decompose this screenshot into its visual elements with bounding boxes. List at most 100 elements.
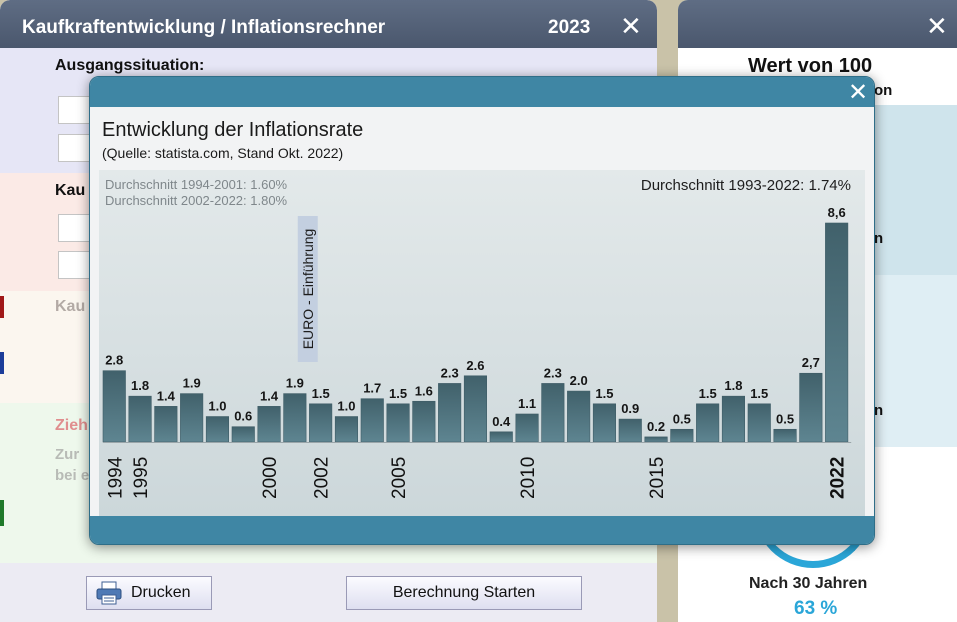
window-titlebar: Kaufkraftentwicklung / Inflationsrechner… xyxy=(0,0,657,48)
bar-2021 xyxy=(799,372,823,443)
bar-1997 xyxy=(180,393,204,443)
bar-2013 xyxy=(592,403,617,443)
bar-value-label-2002: 1.5 xyxy=(312,386,330,401)
close-icon[interactable]: ✕ xyxy=(926,11,948,41)
bar-value-label-2010: 1.1 xyxy=(518,396,536,411)
bar-2003 xyxy=(334,416,358,443)
ziel-heading: Zieh xyxy=(55,417,88,434)
value-subtitle-fragment: on xyxy=(874,82,893,99)
bar-2010 xyxy=(515,413,539,443)
value-row-fragment-1: n xyxy=(874,230,884,247)
bar-value-label-2000: 1.4 xyxy=(260,388,279,403)
bar-value-label-2006: 1.6 xyxy=(415,383,433,398)
print-button[interactable]: Drucken xyxy=(86,576,212,610)
bar-2017 xyxy=(696,403,720,443)
bar-value-label-2012: 2.0 xyxy=(570,373,588,388)
after-years-value: 63 % xyxy=(794,598,838,619)
x-tick-label-1995: 1995 xyxy=(131,457,152,499)
bar-2008 xyxy=(463,375,488,443)
bar-value-label-1998: 1.0 xyxy=(208,399,226,414)
euro-marker-band xyxy=(297,216,318,362)
bar-value-label-2019: 1.5 xyxy=(750,386,768,401)
edge-marker-blue xyxy=(0,352,4,374)
average-1993-2022-label: Durchschnitt 1993-2022: 1.74% xyxy=(641,177,851,194)
window-title: Kaufkraftentwicklung / Inflationsrechner xyxy=(22,17,386,38)
bar-value-label-2011: 2.3 xyxy=(544,365,562,380)
print-button-label: Drucken xyxy=(131,584,191,601)
ziel-text-line-1: Zur xyxy=(55,446,80,463)
edge-marker-red xyxy=(0,296,4,318)
average-2002-2022-label: Durchschnitt 2002-2022: 1.80% xyxy=(105,193,288,208)
bar-1995 xyxy=(128,395,152,443)
bar-value-label-2018: 1.8 xyxy=(724,378,742,393)
bar-1996 xyxy=(154,406,178,443)
x-tick-label-2005: 2005 xyxy=(389,457,410,499)
dialog-header: ✕ xyxy=(90,77,874,107)
ziel-text-line-2: bei e xyxy=(55,467,90,484)
bar-value-label-1994: 2.8 xyxy=(105,353,123,368)
kaufkraft-heading-1: Kau xyxy=(55,182,86,199)
bar-value-label-1999: 0.6 xyxy=(234,409,252,424)
bar-2001 xyxy=(283,393,307,443)
bar-2022 xyxy=(825,222,849,443)
bar-1994 xyxy=(102,370,126,443)
euro-marker-label: EURO - Einführung xyxy=(300,229,316,350)
close-icon[interactable]: ✕ xyxy=(620,11,642,41)
bar-2002 xyxy=(309,403,333,443)
edge-marker-green xyxy=(0,500,4,526)
bar-2019 xyxy=(747,403,771,443)
bar-value-label-2020: 0.5 xyxy=(776,411,794,426)
bar-1999 xyxy=(231,426,255,443)
bar-value-label-1997: 1.9 xyxy=(183,376,201,391)
bar-value-label-2009: 0.4 xyxy=(492,414,511,429)
start-calculation-button[interactable]: Berechnung Starten xyxy=(346,576,582,610)
bar-value-label-2007: 2.3 xyxy=(441,365,459,380)
close-icon[interactable]: ✕ xyxy=(848,79,869,106)
bar-value-label-2021: 2,7 xyxy=(802,355,820,370)
inflation-bar-chart: Durchschnitt 1994-2001: 1.60% Durchschnit… xyxy=(99,170,865,516)
bar-2016 xyxy=(670,428,694,443)
bar-1998 xyxy=(205,416,229,443)
x-tick-label-1994: 1994 xyxy=(105,456,126,499)
bar-value-label-2016: 0.5 xyxy=(673,411,691,426)
dialog-title: Entwicklung der Inflationsrate xyxy=(102,119,364,141)
bar-value-label-2017: 1.5 xyxy=(699,386,717,401)
bar-2004 xyxy=(360,398,384,443)
x-tick-label-2010: 2010 xyxy=(518,457,539,499)
bar-2015 xyxy=(644,436,668,443)
bar-value-label-2004: 1.7 xyxy=(363,381,381,396)
right-window-titlebar: ✕ xyxy=(678,0,957,48)
bar-value-label-2005: 1.5 xyxy=(389,386,407,401)
bar-2005 xyxy=(386,403,410,443)
bar-2007 xyxy=(438,383,462,443)
x-tick-label-2002: 2002 xyxy=(312,457,333,499)
dialog-footer xyxy=(90,516,874,544)
bar-2000 xyxy=(257,406,281,443)
bar-2018 xyxy=(721,395,746,443)
year-label: 2023 xyxy=(548,17,591,38)
bar-value-label-2015: 0.2 xyxy=(647,419,665,434)
bar-value-label-2001: 1.9 xyxy=(286,376,304,391)
bar-value-label-1995: 1.8 xyxy=(131,378,149,393)
kaufkraft-heading-2: Kau xyxy=(55,298,86,315)
bar-2006 xyxy=(412,400,436,443)
inflation-chart-dialog: ✕ Entwicklung der Inflationsrate (Quelle… xyxy=(89,76,875,545)
bar-value-label-2003: 1.0 xyxy=(337,399,355,414)
after-years-label: Nach 30 Jahren xyxy=(749,575,868,592)
ausgangssituation-heading: Ausgangssituation: xyxy=(55,57,205,74)
bar-2020 xyxy=(773,428,797,443)
x-tick-label-2015: 2015 xyxy=(647,457,668,499)
printer-icon xyxy=(96,581,122,605)
bar-2009 xyxy=(489,431,513,443)
value-title: Wert von 100 xyxy=(748,55,873,77)
bar-value-label-2014: 0.9 xyxy=(621,401,639,416)
bar-2012 xyxy=(567,390,591,443)
bar-value-label-2008: 2.6 xyxy=(466,358,484,373)
dialog-subtitle: (Quelle: statista.com, Stand Okt. 2022) xyxy=(102,145,344,161)
x-tick-label-2000: 2000 xyxy=(260,457,281,499)
bar-value-label-2013: 1.5 xyxy=(595,386,613,401)
bar-2014 xyxy=(618,418,642,443)
bar-value-label-2022: 8,6 xyxy=(828,205,846,220)
value-row-fragment-2: n xyxy=(874,402,884,419)
bar-value-label-1996: 1.4 xyxy=(157,388,176,403)
